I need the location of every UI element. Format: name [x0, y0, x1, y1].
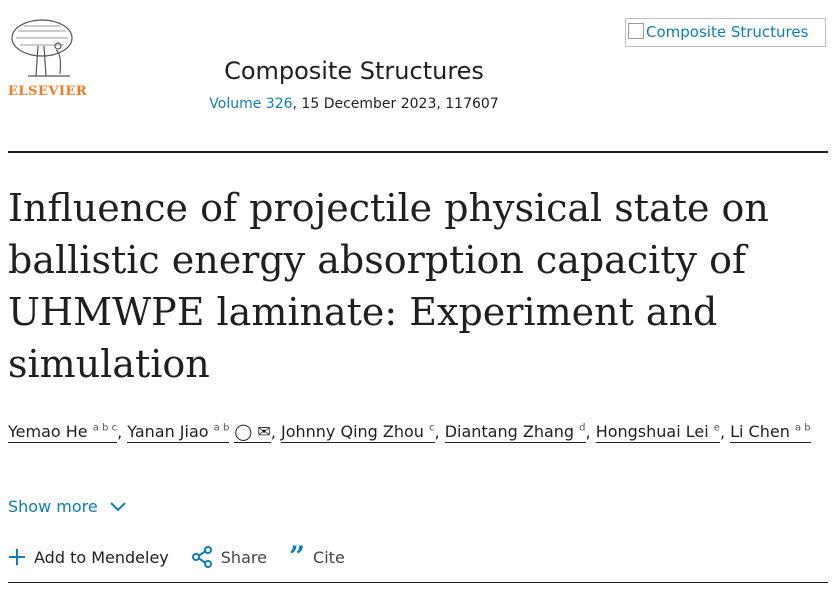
elsevier-tree-logo[interactable]	[8, 16, 80, 104]
author-link[interactable]: Li Chen a b	[730, 422, 811, 444]
divider	[8, 582, 828, 583]
article-actions: Add to Mendeley Share ” Cite	[8, 540, 345, 573]
author-link[interactable]: Diantang Zhang d	[444, 422, 586, 444]
author-contact-button[interactable]: ◯ ✉	[234, 422, 271, 444]
envelope-icon: ✉	[257, 422, 271, 442]
divider	[8, 151, 828, 153]
volume-info: Volume 326, 15 December 2023, 117607	[160, 96, 548, 112]
share-icon	[191, 546, 212, 568]
journal-title[interactable]: Composite Structures	[224, 57, 484, 85]
cite-button[interactable]: ” Cite	[288, 540, 345, 573]
article-title: Influence of projectile physical state o…	[8, 186, 769, 386]
author-link[interactable]: Yanan Jiao a b	[127, 422, 230, 444]
volume-link[interactable]: Volume 326	[209, 96, 293, 112]
author-link[interactable]: Hongshuai Lei e	[595, 422, 720, 444]
broken-image-icon	[628, 23, 644, 39]
cover-alt-text: Composite Structures	[646, 23, 809, 41]
show-more-button[interactable]: Show more	[8, 497, 127, 516]
author-link[interactable]: Yemao He a b c	[8, 422, 118, 444]
share-button[interactable]: Share	[191, 546, 267, 568]
elsevier-wordmark: ELSEVIER	[8, 84, 88, 99]
quote-icon: ”	[288, 540, 306, 573]
show-more-label: Show more	[8, 497, 98, 516]
add-to-mendeley-button[interactable]: Add to Mendeley	[8, 548, 169, 567]
issue-date: , 15 December 2023, 117607	[292, 96, 499, 112]
author-link[interactable]: Johnny Qing Zhou c	[280, 422, 435, 444]
chevron-down-icon	[110, 502, 126, 512]
mendeley-label: Add to Mendeley	[34, 547, 169, 567]
author-list: Yemao He a b c, Yanan Jiao a b ◯ ✉, John…	[8, 422, 811, 444]
person-icon: ◯	[234, 422, 253, 442]
journal-cover-image[interactable]: Composite Structures	[625, 18, 826, 47]
plus-icon	[9, 549, 25, 565]
share-label: Share	[220, 547, 267, 567]
cite-label: Cite	[313, 547, 345, 567]
